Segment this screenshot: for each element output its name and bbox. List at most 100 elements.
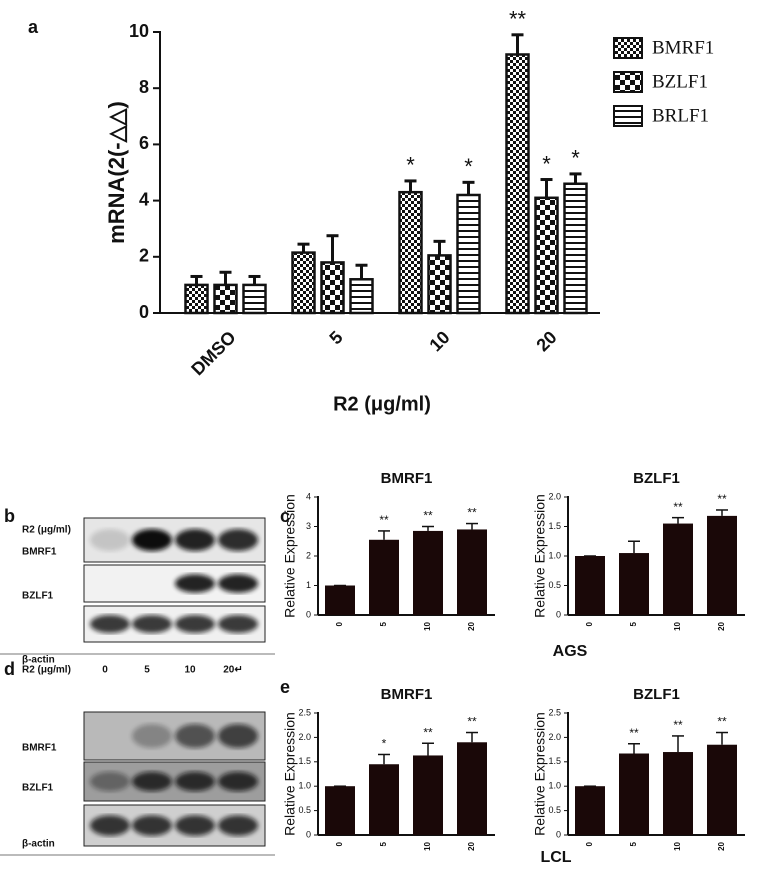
blot-band	[132, 724, 172, 748]
x-tick-label: 5	[629, 621, 638, 626]
y-tick-label: 4	[139, 189, 149, 209]
y-tick-label: 2.0	[548, 732, 561, 742]
bar	[505, 53, 530, 315]
bar	[369, 539, 399, 615]
blot-band	[218, 771, 258, 792]
x-tick-label: 10	[423, 841, 432, 850]
y-tick-label: 10	[129, 21, 149, 41]
y-tick-label: 1.5	[298, 756, 311, 766]
y-tick-label: 0	[556, 609, 561, 619]
blot-band	[175, 529, 215, 551]
x-tick-label: 0	[585, 621, 594, 626]
significance-label: *	[464, 154, 473, 179]
blot-band	[90, 815, 130, 836]
blot-band	[218, 724, 258, 748]
y-tick-label: 4	[306, 491, 311, 501]
significance-label: **	[467, 715, 477, 729]
significance-label: *	[542, 151, 551, 176]
blot-band	[218, 815, 258, 836]
blot-band	[90, 529, 130, 551]
y-tick-label: 0	[139, 302, 149, 322]
y-axis-label: mRNA(2(-△△)	[104, 101, 129, 244]
bar	[575, 786, 605, 835]
bar	[663, 523, 693, 615]
significance-label: *	[382, 737, 387, 751]
blot-band	[175, 615, 215, 633]
x-tick-label: 20	[532, 327, 560, 355]
blot-band	[175, 574, 215, 593]
y-tick-label: 1.0	[548, 781, 561, 791]
bar	[291, 251, 316, 315]
bar	[213, 283, 238, 315]
y-tick-label: 1.5	[548, 521, 561, 531]
x-tick-label: 10	[423, 621, 432, 630]
bar	[184, 283, 209, 315]
significance-label: *	[571, 146, 580, 171]
x-tick-label: 5	[629, 841, 638, 846]
panel-label: c	[280, 506, 290, 526]
bar	[575, 556, 605, 615]
row-label: β-actin	[22, 839, 55, 850]
blot-band	[218, 529, 258, 551]
y-tick-label: 0.5	[548, 805, 561, 815]
chart-title: BMRF1	[381, 686, 433, 703]
y-tick-label: 0.5	[298, 805, 311, 815]
significance-label: **	[423, 725, 433, 739]
significance-label: **	[629, 726, 639, 740]
x-tick-label: 10	[673, 841, 682, 850]
x-tick-label: 5	[379, 841, 388, 846]
cell-line: AGS	[553, 643, 588, 660]
blot-header: R2 (μg/ml)	[22, 525, 71, 536]
cell-line: LCL	[540, 849, 571, 866]
x-tick-label: 0	[335, 841, 344, 846]
blot-band	[132, 771, 172, 792]
y-tick-label: 2	[306, 550, 311, 560]
bar	[707, 744, 737, 835]
blot-band	[132, 529, 172, 551]
legend-swatch	[613, 37, 643, 59]
x-tick-label: 10	[425, 327, 453, 355]
y-tick-label: 3	[306, 521, 311, 531]
y-axis-label: Relative Expression	[532, 712, 548, 836]
row-label: BMRF1	[22, 547, 57, 558]
bar	[619, 753, 649, 835]
significance-label: **	[717, 715, 727, 729]
y-axis-label: Relative Expression	[282, 494, 298, 618]
bar	[534, 196, 559, 315]
y-tick-label: 2	[139, 246, 149, 266]
x-tick-label: 5	[379, 621, 388, 626]
significance-label: **	[467, 506, 477, 520]
legend-label: BZLF1	[652, 71, 708, 92]
bar	[398, 190, 423, 315]
panel-label: a	[28, 17, 39, 37]
x-tick-label: 0	[585, 841, 594, 846]
y-tick-label: 2.5	[298, 707, 311, 717]
legend-swatch	[613, 105, 643, 127]
y-axis-label: Relative Expression	[282, 712, 298, 836]
y-tick-label: 0	[306, 609, 311, 619]
bar	[413, 530, 443, 615]
bar	[456, 193, 481, 315]
x-tick-label: 0	[335, 621, 344, 626]
y-axis-label: Relative Expression	[532, 494, 548, 618]
significance-label: **	[379, 513, 389, 527]
bar	[349, 278, 374, 315]
significance-label: *	[406, 153, 415, 178]
legend-label: BMRF1	[652, 37, 714, 58]
blot-band	[175, 815, 215, 836]
bar	[325, 585, 355, 615]
y-tick-label: 1.0	[548, 550, 561, 560]
row-label: BZLF1	[22, 783, 54, 794]
legend-swatch	[613, 71, 643, 93]
lane-label: 10	[184, 665, 196, 676]
y-tick-label: 8	[139, 77, 149, 97]
blot-band	[218, 615, 258, 633]
row-label: BMRF1	[22, 743, 57, 754]
x-tick-label: DMSO	[187, 327, 239, 379]
lane-label: 5	[144, 665, 150, 676]
significance-label: **	[717, 492, 727, 506]
chart-title: BZLF1	[633, 470, 680, 487]
legend-label: BRLF1	[652, 105, 709, 126]
bar	[563, 182, 588, 315]
